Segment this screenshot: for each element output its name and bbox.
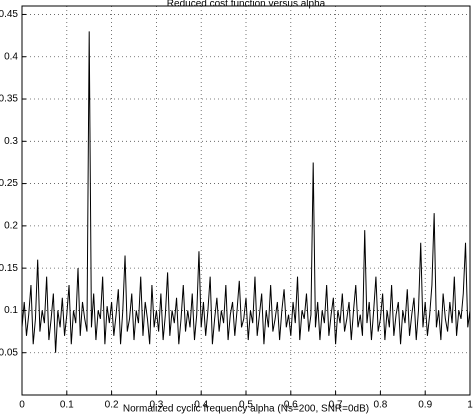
- data-line: [21, 31, 471, 353]
- x-tick-label: 0.6: [284, 400, 298, 411]
- x-tick-label: 0.1: [60, 400, 74, 411]
- x-tick-label: 0.4: [194, 400, 208, 411]
- x-tick-label: 0.7: [329, 400, 343, 411]
- chart-title: Reduced cost function versus alpha: [167, 0, 326, 10]
- x-tick-label: 0.5: [239, 400, 253, 411]
- x-axis-label: Normalized cyclic frequency alpha (Ns=20…: [123, 404, 369, 415]
- y-tick-label: 0.1: [4, 305, 18, 316]
- x-tick-label: 0.9: [418, 400, 432, 411]
- y-tick-label: 0.35: [0, 94, 18, 105]
- y-tick-label: 0.25: [0, 178, 18, 189]
- x-tick-label: 0.8: [373, 400, 387, 411]
- x-tick-label: 0.3: [149, 400, 163, 411]
- y-tick-label: 0.05: [0, 347, 18, 358]
- x-tick-label: 0: [19, 400, 25, 411]
- y-tick-label: 0.2: [4, 221, 18, 232]
- y-tick-label: 0.15: [0, 263, 18, 274]
- plot-frame: [21, 5, 471, 396]
- x-tick-label: 1: [467, 400, 473, 411]
- x-tick-label: 0.2: [105, 400, 119, 411]
- y-tick-label: 0.45: [0, 9, 18, 20]
- y-tick-label: 0.3: [4, 136, 18, 147]
- y-tick-label: 0.4: [4, 51, 18, 62]
